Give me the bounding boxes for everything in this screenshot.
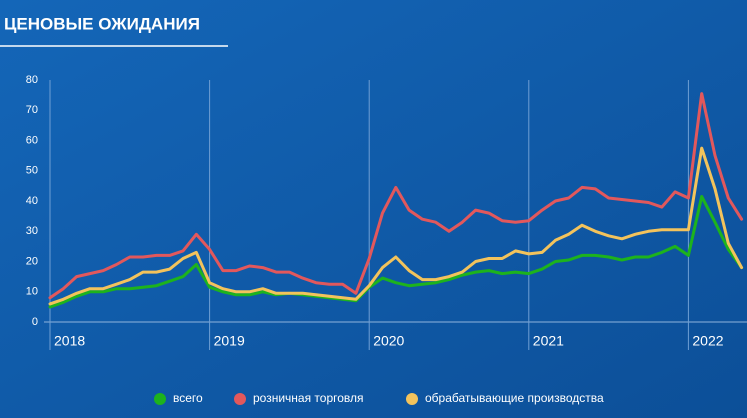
y-tick-label: 10 [26,286,38,298]
legend-label: розничная торговля [253,391,364,405]
plot-area [48,80,744,350]
legend-swatch [234,393,246,405]
chart-title: ЦЕНОВЫЕ ОЖИДАНИЯ [4,14,200,33]
y-tick-label: 70 [26,104,38,116]
y-tick-label: 0 [32,316,38,328]
legend-swatch [154,393,166,405]
y-tick-label: 80 [26,74,38,86]
legend-label: всего [173,391,203,405]
x-tick-label: 2022 [692,333,723,349]
legend-swatch [406,393,418,405]
y-tick-label: 20 [26,255,38,267]
y-tick-label: 60 [26,134,38,146]
y-tick-label: 50 [26,165,38,177]
series-line [48,146,744,306]
series-line [48,195,744,309]
x-tick-label: 2019 [214,333,245,349]
legend-label: обрабатывающие производства [425,391,604,405]
series-line [48,92,744,300]
x-tick-label: 2020 [373,333,404,349]
x-tick-label: 2021 [533,333,564,349]
y-tick-label: 40 [26,195,38,207]
x-tick-label: 2018 [54,333,85,349]
y-tick-label: 30 [26,225,38,237]
